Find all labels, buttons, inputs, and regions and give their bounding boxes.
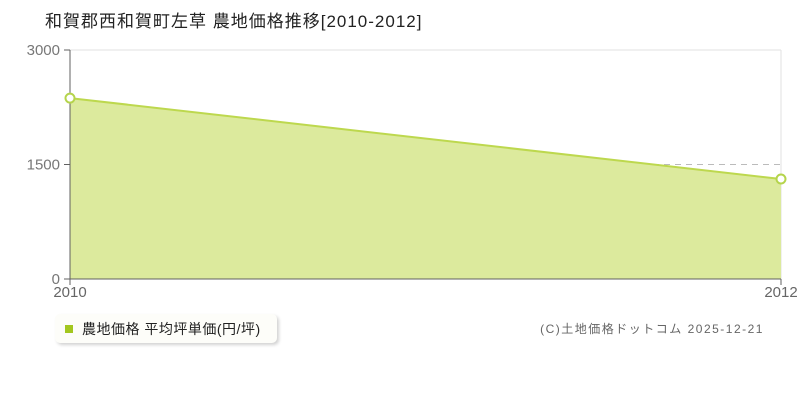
copyright-text: (C)土地価格ドットコム 2025-12-21	[540, 322, 764, 336]
chart-title: 和賀郡西和賀町左草 農地価格推移[2010-2012]	[45, 12, 423, 31]
x-tick-label-2012: 2012	[764, 284, 797, 301]
price-line	[69, 97, 782, 180]
price-trend-chart: 0 1500 3000 2010 2012	[27, 42, 798, 301]
y-tick-label-3000: 3000	[27, 42, 60, 59]
legend: 農地価格 平均坪単価(円/坪)	[55, 314, 277, 343]
legend-label: 農地価格 平均坪単価(円/坪)	[82, 320, 261, 337]
y-tick-label-0: 0	[52, 271, 60, 288]
data-point-marker-2012	[775, 173, 787, 185]
price-area	[70, 98, 781, 279]
data-point-marker-2010	[64, 92, 76, 104]
y-tick-label-1500: 1500	[27, 157, 60, 174]
legend-swatch-icon	[65, 324, 73, 333]
x-tick-label-2010: 2010	[53, 284, 86, 301]
